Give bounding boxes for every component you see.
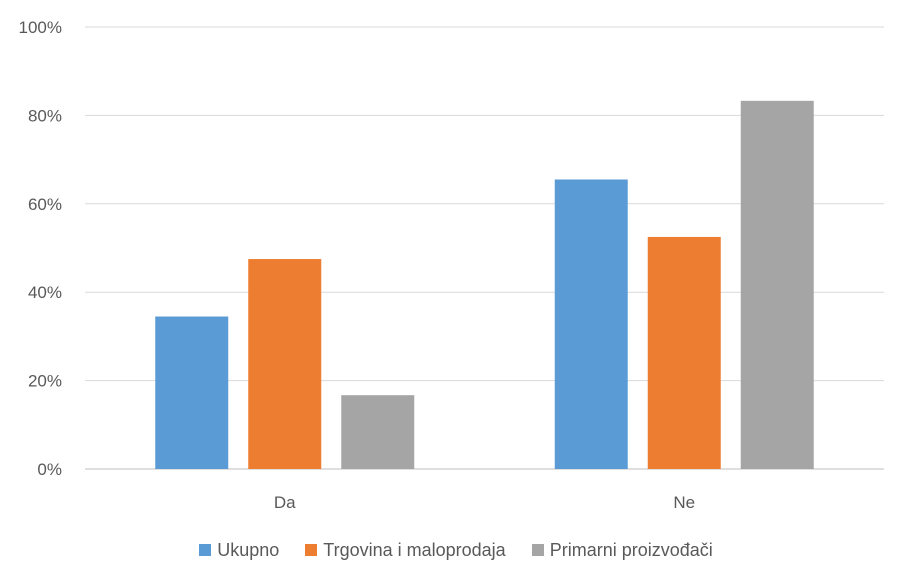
- legend: Ukupno Trgovina i maloprodaja Primarni p…: [0, 538, 912, 562]
- y-tick-label: 20%: [28, 372, 62, 391]
- y-tick-label: 80%: [28, 106, 62, 125]
- bar-ne-series-2: [740, 100, 814, 470]
- bars: [155, 100, 814, 470]
- y-axis-tick-labels: 0% 20% 40% 60% 80% 100%: [19, 18, 62, 479]
- legend-label-ukupno: Ukupno: [217, 539, 280, 560]
- bar-da-series-0: [155, 316, 229, 469]
- legend-swatch-trgovina: [305, 544, 318, 556]
- bar-da-series-1: [248, 259, 322, 469]
- legend-swatch-ukupno: [199, 544, 212, 556]
- legend-item-primarni: Primarni proizvođači: [531, 538, 713, 562]
- legend-label-trgovina: Trgovina i maloprodaja: [323, 539, 506, 560]
- y-tick-label: 40%: [28, 283, 62, 302]
- bar-chart: 0% 20% 40% 60% 80% 100% Da Ne: [19, 18, 884, 512]
- bar-ne-series-0: [554, 179, 628, 470]
- bar-ne-series-1: [647, 236, 721, 469]
- legend-item-trgovina: Trgovina i maloprodaja: [305, 538, 506, 562]
- legend-label-primarni: Primarni proizvođači: [549, 539, 713, 560]
- x-category-label: Ne: [673, 493, 695, 512]
- y-tick-label: 0%: [37, 460, 62, 479]
- y-tick-label: 100%: [19, 18, 62, 37]
- bar-da-series-2: [341, 395, 415, 469]
- legend-item-ukupno: Ukupno: [199, 538, 279, 562]
- x-axis-category-labels: Da Ne: [274, 493, 695, 512]
- y-tick-label: 60%: [28, 195, 62, 214]
- x-category-label: Da: [274, 493, 296, 512]
- legend-swatch-primarni: [531, 544, 544, 556]
